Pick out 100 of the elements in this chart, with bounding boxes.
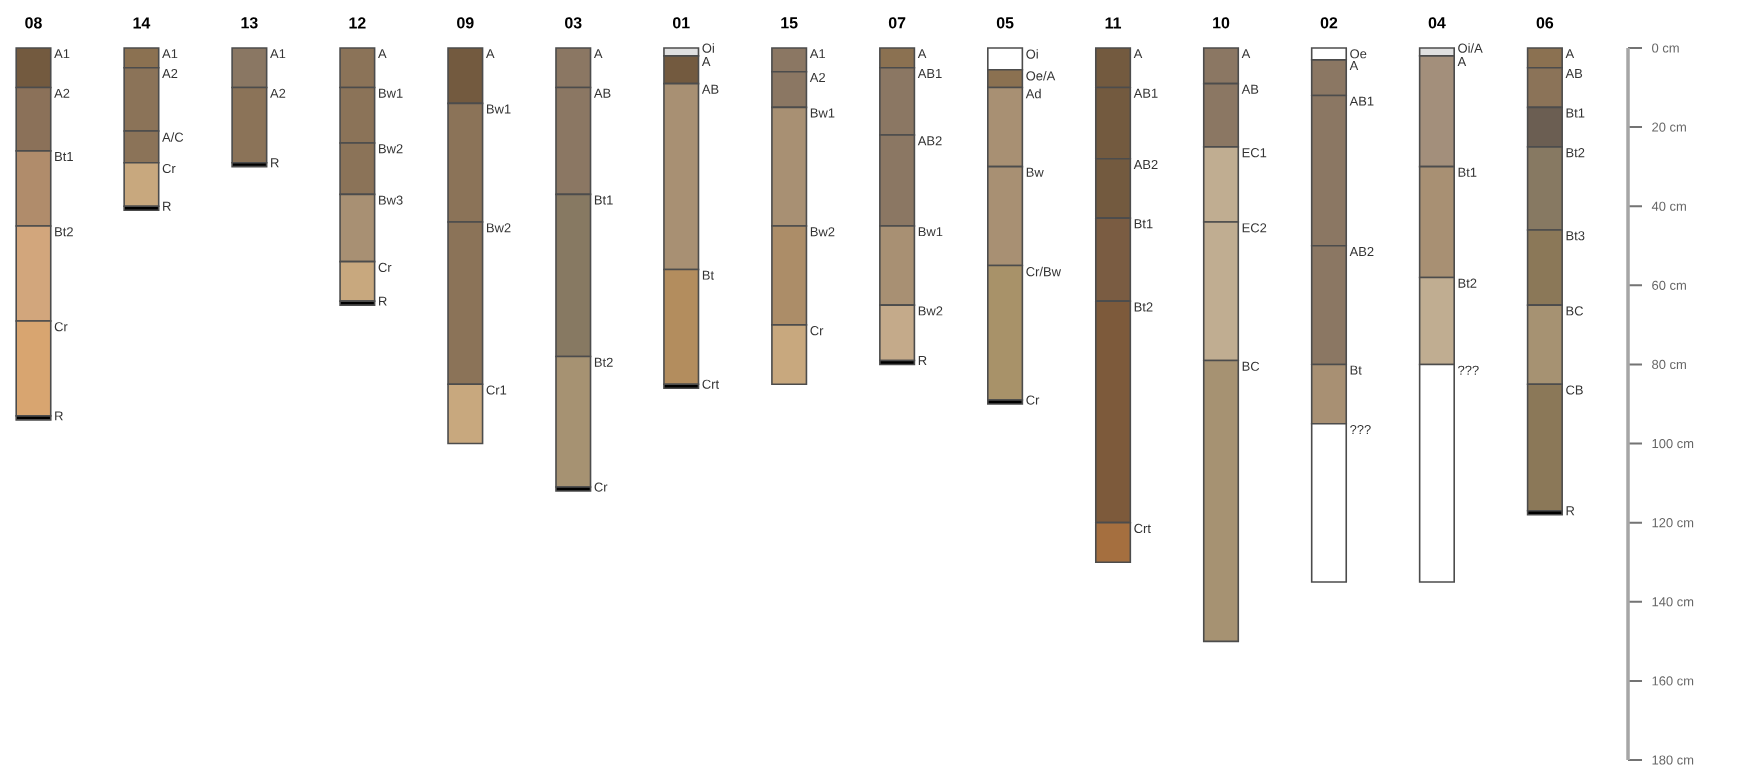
annotation: Bw2 — [486, 223, 511, 233]
y-tick-label: 160 cm — [1652, 676, 1694, 686]
annotation: A1 — [54, 49, 70, 59]
annotation: EC1 — [1242, 148, 1267, 158]
y-tick-label: 120 cm — [1652, 518, 1694, 528]
y-tick-label: 140 cm — [1652, 597, 1694, 607]
annotation: Oi — [702, 43, 714, 53]
y-tick-label: 100 cm — [1652, 438, 1694, 449]
annotation: AB2 — [917, 136, 942, 146]
annotation: Bt2 — [1566, 148, 1585, 158]
y-tick-label: 80 cm — [1652, 359, 1686, 370]
annotation: ??? — [1458, 365, 1479, 375]
annotation: A — [1565, 49, 1575, 59]
annotation: R — [163, 201, 171, 211]
annotation: A — [1349, 61, 1359, 70]
annotation: Bt1 — [1566, 108, 1585, 118]
annotation: Cr — [594, 482, 608, 492]
annotation: R — [1566, 506, 1575, 516]
annotation: Bw3 — [379, 195, 403, 205]
annotation: AB — [1565, 68, 1583, 78]
x-tick-label: 11 — [1105, 17, 1122, 29]
x-tick-label: 14 — [133, 17, 151, 29]
annotation: Bt2 — [594, 357, 613, 367]
annotation: Ad — [1025, 88, 1041, 99]
annotation: A — [917, 49, 927, 59]
annotation: Bw2 — [918, 306, 943, 316]
annotation: Bt2 — [1134, 302, 1153, 312]
annotation: AB1 — [1133, 88, 1158, 98]
annotation: AB2 — [1133, 159, 1158, 169]
annotation: Bt — [1350, 365, 1362, 375]
annotation: A — [593, 49, 603, 59]
annotation: A2 — [54, 88, 70, 98]
annotation: AB — [701, 84, 719, 94]
annotation: R — [379, 296, 387, 306]
annotation: Bw1 — [486, 104, 511, 114]
annotation: A — [378, 49, 387, 59]
y-tick-label: 60 cm — [1652, 280, 1686, 290]
annotation: Crt — [1134, 523, 1151, 534]
annotation: EC2 — [1242, 223, 1267, 233]
annotation: AB1 — [917, 68, 942, 78]
annotation: A2 — [270, 88, 286, 98]
annotation: Bw1 — [379, 88, 403, 98]
annotation: Oi/A — [1458, 43, 1483, 53]
annotation: A — [485, 49, 495, 59]
x-tick-label: 08 — [25, 17, 42, 29]
x-tick-label: 03 — [565, 17, 582, 29]
x-tick-label: 13 — [241, 17, 258, 29]
annotation: Cr — [162, 163, 176, 174]
annotation: A — [1241, 49, 1251, 59]
annotation: R — [271, 158, 279, 168]
annotation: A — [1133, 49, 1143, 59]
annotation: BC — [1242, 361, 1260, 371]
annotation: Cr — [810, 326, 824, 336]
annotation: Bw1 — [918, 227, 943, 237]
y-tick-label: 40 cm — [1651, 201, 1686, 211]
annotation: Crt — [702, 379, 720, 389]
annotation: Cr1 — [486, 385, 507, 395]
y-tick-label: 0 cm — [1652, 43, 1679, 53]
x-tick-label: 06 — [1536, 17, 1554, 29]
y-tick-label: 20 cm — [1652, 122, 1686, 132]
annotation: AB2 — [1349, 246, 1374, 257]
annotation: Cr/Bw — [1026, 266, 1062, 277]
y-tick-label: 180 cm — [1652, 755, 1694, 765]
annotation: CB — [1566, 385, 1583, 395]
x-tick-label: 01 — [672, 17, 690, 29]
annotation: Oe — [1350, 49, 1367, 59]
annotation: Bt1 — [1458, 167, 1477, 177]
annotation: Cr — [1026, 395, 1040, 405]
annotation: A2 — [809, 72, 825, 82]
annotation: R — [55, 411, 63, 421]
annotation: A2 — [162, 68, 178, 79]
annotation: R — [918, 356, 927, 365]
annotation: Oe/A — [1026, 70, 1056, 81]
annotation: AB — [593, 88, 611, 98]
annotation: AB1 — [1349, 96, 1374, 106]
annotation: A/C — [162, 132, 184, 142]
annotation: Bt3 — [1566, 231, 1585, 241]
annotation: A1 — [162, 49, 178, 59]
annotation: Bt1 — [55, 152, 73, 162]
annotation: Bw1 — [810, 108, 835, 118]
annotation: A1 — [270, 49, 286, 59]
annotation: A — [701, 57, 711, 67]
annotation: A1 — [809, 49, 826, 59]
annotation: Bt2 — [55, 227, 73, 237]
annotation: Bw2 — [379, 144, 403, 154]
x-tick-label: 09 — [457, 17, 474, 29]
annotation: Bt — [702, 270, 714, 280]
annotation: BC — [1566, 306, 1584, 316]
x-tick-label: 15 — [781, 17, 798, 29]
annotation: Bt1 — [1134, 219, 1153, 229]
annotation: Bt1 — [594, 195, 613, 205]
x-tick-label: 10 — [1213, 17, 1230, 29]
annotation: AB — [1241, 84, 1259, 94]
annotation: Bw — [1026, 167, 1044, 177]
x-tick-label: 07 — [888, 17, 906, 29]
x-tick-label: 12 — [349, 17, 366, 29]
annotation: Cr — [378, 262, 392, 272]
x-tick-label: 05 — [996, 17, 1014, 29]
x-tick-label: 04 — [1428, 17, 1446, 29]
annotation: A — [1457, 57, 1467, 67]
